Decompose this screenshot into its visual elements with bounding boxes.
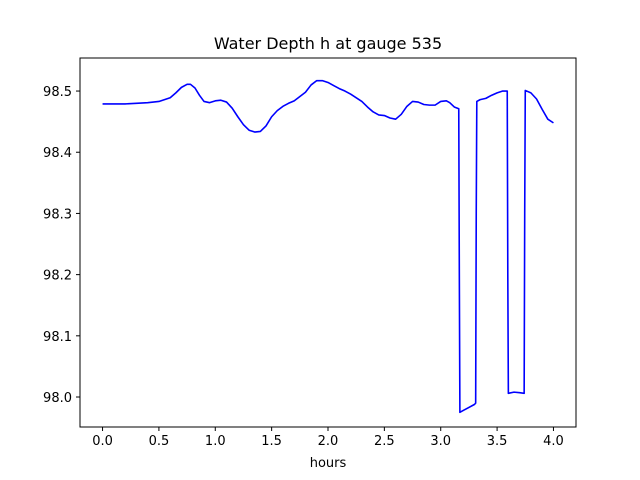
x-tick-label: 1.5 (261, 434, 282, 449)
x-axis-label: hours (310, 456, 347, 471)
x-tick-label: 0.5 (149, 434, 170, 449)
y-tick-label: 98.4 (43, 146, 72, 161)
x-tick-label: 3.5 (487, 434, 508, 449)
x-tick-label: 2.5 (374, 434, 395, 449)
y-tick-label: 98.1 (43, 330, 72, 345)
x-tick-label: 4.0 (543, 434, 564, 449)
x-tick-label: 3.0 (430, 434, 451, 449)
y-tick-label: 98.2 (43, 269, 72, 284)
chart-title: Water Depth h at gauge 535 (214, 34, 442, 53)
y-axis: 98.0 98.1 98.2 98.3 98.4 98.5 (43, 85, 80, 406)
y-tick-label: 98.5 (43, 85, 72, 100)
x-tick-label: 0.0 (92, 434, 113, 449)
y-tick-label: 98.3 (43, 207, 72, 222)
x-axis: 0.0 0.5 1.0 1.5 2.0 2.5 3.0 3.5 4.0 (92, 427, 564, 449)
x-tick-label: 2.0 (318, 434, 339, 449)
x-tick-label: 1.0 (205, 434, 226, 449)
series-line (102, 79, 554, 414)
y-tick-label: 98.0 (43, 391, 72, 406)
